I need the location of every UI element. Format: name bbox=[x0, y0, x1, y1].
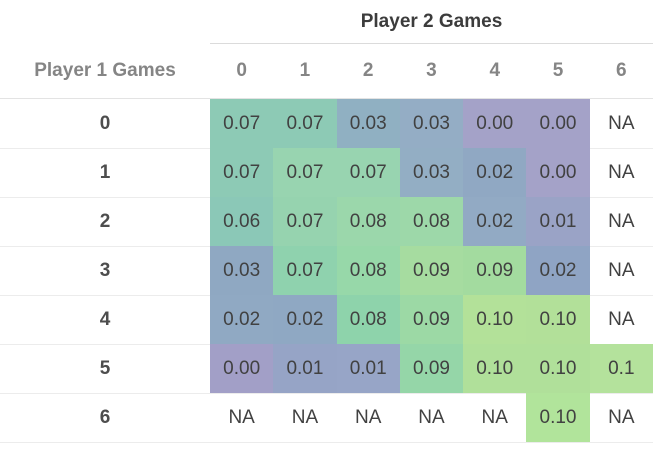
heatmap-cell-r6-c2: NA bbox=[336, 393, 400, 443]
heatmap-cell-r6-c6: NA bbox=[589, 393, 653, 443]
heatmap-cell-r4-c5: 0.10 bbox=[526, 295, 590, 344]
heatmap-cell-r5-c1: 0.01 bbox=[273, 344, 337, 393]
row-label-2: 2 bbox=[0, 197, 211, 246]
heatmap-cell-r1-c1: 0.07 bbox=[273, 148, 337, 197]
heatmap-cell-r2-c0: 0.06 bbox=[210, 197, 274, 246]
heatmap-cell-r3-c6: NA bbox=[589, 246, 653, 295]
heatmap-cell-r1-c2: 0.07 bbox=[336, 148, 400, 197]
table-row-6: 6 NA NA NA NA NA 0.10 NA bbox=[0, 393, 653, 443]
heatmap-cell-r2-c4: 0.02 bbox=[463, 197, 527, 246]
heatmap-cell-r6-c4: NA bbox=[463, 393, 527, 443]
heatmap-cell-r5-c0: 0.00 bbox=[210, 344, 274, 393]
heatmap-cell-r3-c3: 0.09 bbox=[399, 246, 464, 295]
column-axis-title: Player 2 Games bbox=[210, 0, 653, 44]
heatmap-cell-r3-c5: 0.02 bbox=[526, 246, 590, 295]
heatmap-cell-r0-c0: 0.07 bbox=[210, 99, 274, 148]
heatmap-cell-r2-c2: 0.08 bbox=[336, 197, 400, 246]
heatmap-cell-r4-c4: 0.10 bbox=[463, 295, 527, 344]
heatmap-cell-r4-c2: 0.08 bbox=[336, 295, 400, 344]
column-header-1: 1 bbox=[273, 44, 337, 99]
row-label-3: 3 bbox=[0, 246, 211, 295]
heatmap-cell-r6-c1: NA bbox=[273, 393, 337, 443]
row-label-0: 0 bbox=[0, 99, 211, 148]
heatmap-cell-r0-c6: NA bbox=[608, 113, 635, 134]
column-header-5: 5 bbox=[526, 44, 590, 99]
column-header-2: 2 bbox=[336, 44, 400, 99]
heatmap-cell-r3-c2: 0.08 bbox=[336, 246, 400, 295]
heatmap-cell-r4-c6: NA bbox=[589, 295, 653, 344]
table-row-4: 4 0.02 0.02 0.08 0.09 0.10 0.10 NA bbox=[0, 295, 653, 344]
heatmap-cell-r2-c1: 0.07 bbox=[273, 197, 337, 246]
corner-spacer bbox=[0, 0, 211, 44]
table-row-3: 3 0.03 0.07 0.08 0.09 0.09 0.02 NA bbox=[0, 246, 653, 295]
heatmap-cell-r6-c0: NA bbox=[210, 393, 274, 443]
table-row-2: 2 0.06 0.07 0.08 0.08 0.02 0.01 NA bbox=[0, 197, 653, 246]
table-row-1: 1 0.07 0.07 0.07 0.03 0.02 0.00 NA bbox=[0, 148, 653, 197]
heatmap-cell-r3-c4: 0.09 bbox=[463, 246, 527, 295]
column-header-6: 6 bbox=[589, 44, 653, 99]
row-label-4: 4 bbox=[0, 295, 211, 344]
table-row-5: 5 0.00 0.01 0.01 0.09 0.10 0.10 0.1 bbox=[0, 344, 653, 393]
heatmap-cell-r4-c0: 0.02 bbox=[210, 295, 274, 344]
heatmap-cell-r1-c5: 0.00 bbox=[526, 148, 590, 197]
heatmap-cell-r4-c1: 0.02 bbox=[273, 295, 337, 344]
heatmap-cell-r6-c5: 0.10 bbox=[526, 393, 590, 443]
heatmap-cell-r5-c3: 0.09 bbox=[399, 344, 464, 393]
row-label-6: 6 bbox=[0, 393, 211, 443]
heatmap-cell-r6-c3: NA bbox=[399, 393, 464, 443]
heatmap-cell-r5-c4: 0.10 bbox=[463, 344, 527, 393]
heatmap-cell-r0-c3: 0.03 bbox=[399, 99, 464, 148]
row-axis-title: Player 1 Games bbox=[0, 44, 211, 99]
heatmap-cell-r0-c1: 0.07 bbox=[273, 99, 337, 148]
heatmap-cell-r3-c0: 0.03 bbox=[210, 246, 274, 295]
heatmap-cell-r4-c3: 0.09 bbox=[399, 295, 464, 344]
row-label-1: 1 bbox=[0, 148, 211, 197]
heatmap-cell-r2-c5: 0.01 bbox=[526, 197, 590, 246]
column-header-3: 3 bbox=[399, 44, 464, 99]
table-row-0: 0 0.07 0.07 0.03 0.03 0.00 0.00 NA bbox=[0, 99, 653, 148]
heatmap-cell-r1-c0: 0.07 bbox=[210, 148, 274, 197]
heatmap-cell-r0-c5: 0.00 bbox=[526, 99, 590, 148]
heatmap-cell-r1-c6: NA bbox=[589, 148, 653, 197]
heatmap-cell-r5-c2: 0.01 bbox=[336, 344, 400, 393]
title-row: Player 2 Games bbox=[0, 0, 653, 44]
heatmap-cell-r5-c6: 0.1 bbox=[589, 344, 653, 393]
heatmap-cell-r2-c3: 0.08 bbox=[399, 197, 464, 246]
heatmap-cell-r1-c4: 0.02 bbox=[463, 148, 527, 197]
heatmap-cell-r3-c1: 0.07 bbox=[273, 246, 337, 295]
heatmap-cell-r1-c3: 0.03 bbox=[399, 148, 464, 197]
heatmap-cell-r0-c4: 0.00 bbox=[463, 99, 527, 148]
heatmap-cell-r0-c2: 0.03 bbox=[336, 99, 400, 148]
heatmap-cell-r5-c5: 0.10 bbox=[526, 344, 590, 393]
row-label-5: 5 bbox=[0, 344, 211, 393]
column-header-4: 4 bbox=[463, 44, 527, 99]
column-header-0: 0 bbox=[210, 44, 274, 99]
heatmap-cell-r2-c6: NA bbox=[589, 197, 653, 246]
